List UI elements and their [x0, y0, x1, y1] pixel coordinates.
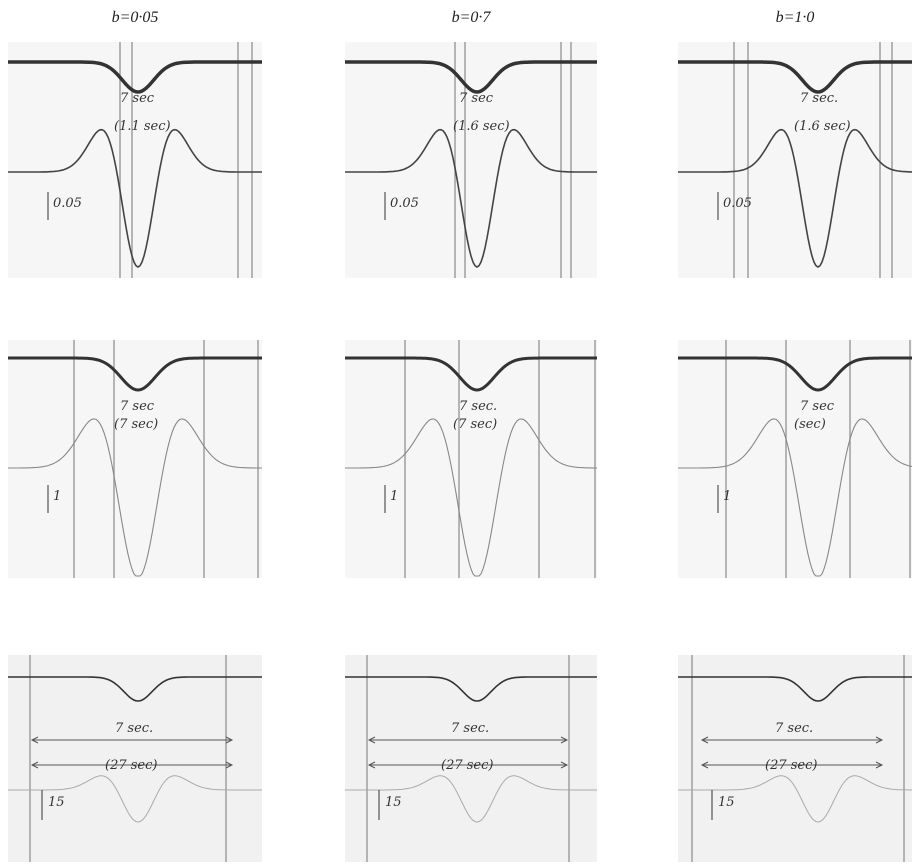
annotation: 0.05 — [390, 196, 419, 211]
panel: 7 sec (1.6 sec) 0.05 — [345, 42, 597, 278]
annotation: 7 sec. — [775, 721, 813, 736]
annotation: 7 sec — [459, 91, 494, 106]
figure: b=0·057 sec(1.1 sec)0.057 sec(7 sec)17 s… — [0, 0, 913, 864]
panel: 7 sec. (1.6 sec) 0.05 — [678, 42, 912, 278]
annotation: 0.05 — [53, 196, 82, 211]
annotation: (1.6 sec) — [794, 119, 851, 134]
annotation: (sec) — [794, 417, 826, 432]
annotation: 1 — [390, 489, 398, 504]
annotation: 7 sec. — [451, 721, 489, 736]
annotation: 15 — [48, 795, 65, 810]
annotation: 1 — [53, 489, 61, 504]
column-header: b=1·0 — [776, 9, 815, 26]
annotation: 15 — [718, 795, 735, 810]
panel-background — [678, 340, 912, 578]
annotation: (27 sec) — [441, 758, 493, 773]
annotation: (1.1 sec) — [114, 119, 171, 134]
annotation: (27 sec) — [105, 758, 157, 773]
annotation: 7 sec — [120, 399, 155, 414]
annotation: 7 sec — [800, 399, 835, 414]
panel: 7 sec. (27 sec) 15 — [8, 655, 262, 862]
panel: 7 sec. (7 sec) 1 — [345, 340, 597, 578]
annotation: (1.6 sec) — [453, 119, 510, 134]
annotation: 7 sec — [120, 91, 155, 106]
annotation: 15 — [385, 795, 402, 810]
column-header: b=0·05 — [112, 9, 159, 26]
annotation: 1 — [723, 489, 731, 504]
annotation: 7 sec. — [115, 721, 153, 736]
panel: 7 sec (7 sec) 1 — [8, 340, 262, 578]
panel: 7 sec. (27 sec) 15 — [678, 655, 912, 862]
panel: 7 sec (sec) 1 — [678, 340, 912, 578]
annotation: (27 sec) — [765, 758, 817, 773]
annotation: 7 sec. — [459, 399, 497, 414]
panel-background — [8, 340, 262, 578]
panel-background — [345, 340, 597, 578]
annotation: 0.05 — [723, 196, 752, 211]
annotation: (7 sec) — [114, 417, 158, 432]
column-header: b=0·7 — [452, 9, 492, 26]
annotation: (7 sec) — [453, 417, 497, 432]
panel-background — [345, 42, 597, 278]
panel: 7 sec. (27 sec) 15 — [345, 655, 597, 862]
panel: 7 sec (1.1 sec) 0.05 — [8, 42, 262, 278]
annotation: 7 sec. — [800, 91, 838, 106]
panel-background — [8, 42, 262, 278]
